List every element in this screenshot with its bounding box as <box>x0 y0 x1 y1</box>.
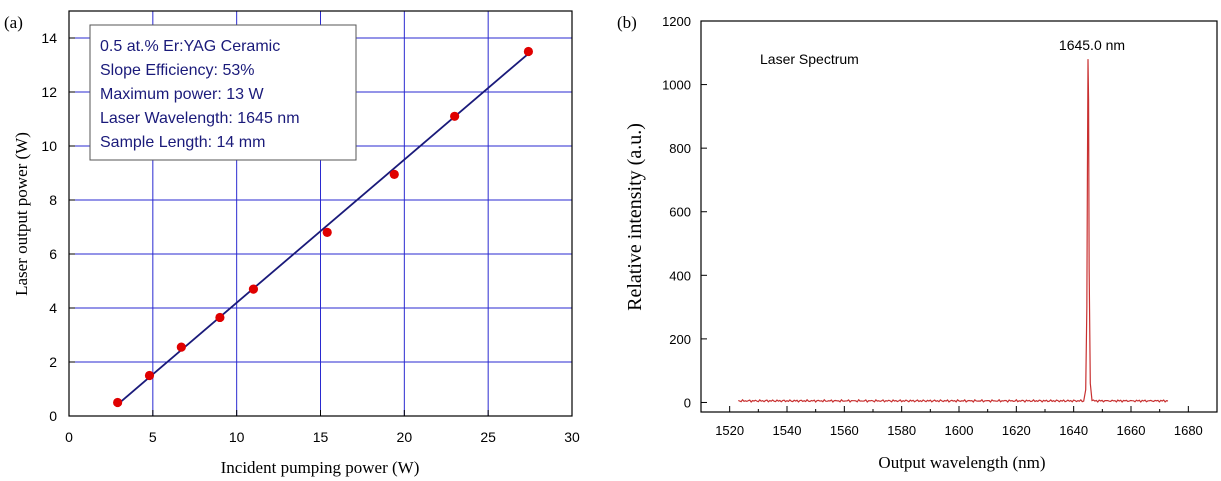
x-tick-label: 15 <box>313 429 329 445</box>
panel-b: (b) 1520 1540 1560 1580 1600 1620 1640 1660 1680… <box>617 13 1218 472</box>
panel-b-peak-label: 1645.0 nm <box>1059 37 1125 53</box>
data-point <box>523 46 534 57</box>
x-tick-label: 1680 <box>1174 423 1203 438</box>
x-tick-label: 20 <box>397 429 413 445</box>
y-tick-label: 200 <box>669 332 691 347</box>
legend-line: Slope Efficiency: 53% <box>100 62 254 79</box>
panel-a-label: (a) <box>4 13 23 32</box>
data-point <box>322 227 332 237</box>
panel-b-x-axis-label: Output wavelength (nm) <box>878 453 1045 472</box>
legend-line: Maximum power: 13 W <box>100 86 264 103</box>
x-tick-label: 1540 <box>773 423 802 438</box>
data-point <box>389 169 399 179</box>
y-tick-label: 10 <box>41 138 57 154</box>
panel-a-x-axis-label: Incident pumping power (W) <box>221 458 420 477</box>
y-tick-label: 14 <box>41 30 57 46</box>
x-tick-label: 25 <box>480 429 496 445</box>
y-tick-label: 12 <box>41 84 57 100</box>
x-tick-label: 1640 <box>1059 423 1088 438</box>
panel-a-legend-box: 0.5 at.% Er:YAG Ceramic Slope Efficiency… <box>89 24 357 161</box>
x-tick-label: 1560 <box>830 423 859 438</box>
data-point <box>113 397 123 408</box>
x-tick-label: 30 <box>564 429 580 445</box>
y-tick-label: 4 <box>49 300 57 316</box>
y-tick-label: 1200 <box>662 14 691 29</box>
panel-a: (a) 0.5 at.% Er:YAG Ceramic Slope Effici… <box>4 10 580 477</box>
data-point <box>176 342 186 352</box>
x-tick-label: 1620 <box>1002 423 1031 438</box>
data-point <box>215 312 225 323</box>
fit-line <box>117 52 529 406</box>
y-tick-label: 0 <box>684 395 691 410</box>
panel-b-ticks: 1520 1540 1560 1580 1600 1620 1640 1660 1680 0 200… <box>662 14 1203 438</box>
panel-b-series <box>738 59 1169 403</box>
spectrum-line <box>738 59 1169 403</box>
y-tick-label: 1000 <box>662 78 691 93</box>
panel-b-y-axis-label: Relative intensity (a.u.) <box>624 123 646 311</box>
x-tick-label: 1600 <box>945 423 974 438</box>
panel-a-legend-frame <box>89 24 357 161</box>
panel-b-annotation-title: Laser Spectrum <box>760 51 859 67</box>
x-tick-label: 10 <box>229 429 245 445</box>
x-tick-label: 0 <box>65 429 73 445</box>
panel-a-series <box>113 46 534 408</box>
y-tick-label: 0 <box>49 408 57 424</box>
x-tick-label: 5 <box>149 429 157 445</box>
panel-b-frame <box>700 20 1218 413</box>
data-point <box>450 111 460 121</box>
x-tick-label: 1580 <box>887 423 916 438</box>
data-point <box>248 284 259 294</box>
x-tick-label: 1520 <box>715 423 744 438</box>
data-point <box>144 370 155 381</box>
legend-line: Sample Length: 14 mm <box>100 134 265 151</box>
y-tick-label: 600 <box>669 205 691 220</box>
y-tick-label: 2 <box>49 354 57 370</box>
legend-line: Laser Wavelength: 1645 nm <box>100 110 300 127</box>
panel-b-label: (b) <box>617 13 637 32</box>
y-tick-label: 400 <box>669 268 691 283</box>
x-tick-label: 1660 <box>1117 423 1146 438</box>
y-tick-label: 800 <box>669 141 691 156</box>
panel-a-ticks: 0 5 10 15 20 25 30 0 2 4 6 8 10 12 14 <box>41 30 580 445</box>
y-tick-label: 6 <box>49 246 57 262</box>
panel-a-y-axis-label: Laser output power (W) <box>12 132 31 296</box>
y-tick-label: 8 <box>49 192 57 208</box>
legend-line: 0.5 at.% Er:YAG Ceramic <box>100 38 280 55</box>
